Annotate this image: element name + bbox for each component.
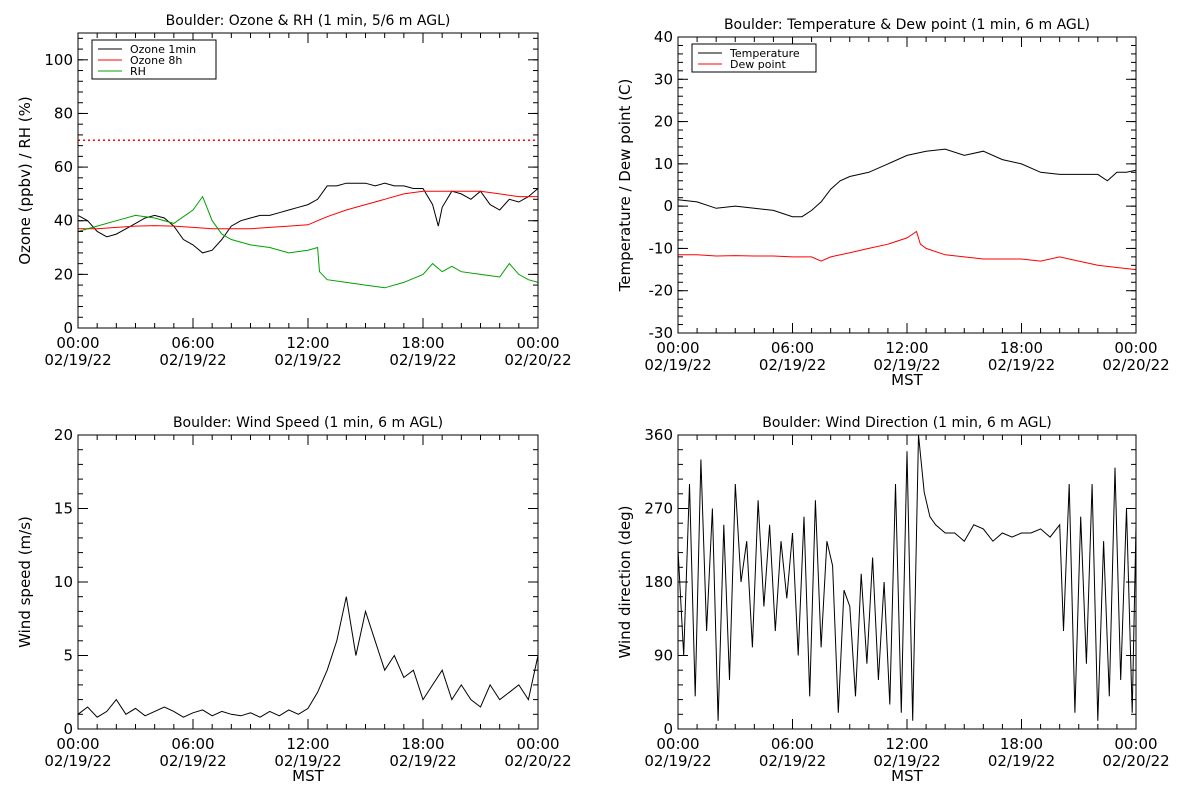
x-tick-time: 06:00: [171, 735, 214, 753]
x-axis-label: MST: [292, 767, 324, 785]
x-tick-date: 02/19/22: [988, 752, 1055, 770]
legend-label: RH: [130, 65, 146, 78]
y-tick-label: 360: [644, 426, 673, 444]
legend-label: Ozone 8h: [130, 54, 182, 67]
x-tick-date: 02/20/22: [504, 351, 571, 369]
series-line-data: [678, 435, 1136, 721]
legend-label: Temperature: [729, 47, 800, 60]
x-tick-time: 12:00: [286, 334, 329, 352]
y-tick-label: 10: [54, 573, 73, 591]
x-tick-time: 00:00: [516, 735, 559, 753]
y-tick-label: 40: [54, 212, 73, 230]
y-tick-label: -30: [649, 324, 674, 342]
x-tick-date: 02/19/22: [274, 351, 341, 369]
legend-label: Ozone 1min: [130, 43, 196, 56]
x-tick-time: 00:00: [1114, 735, 1157, 753]
chart-panel-4: Boulder: Wind Direction (1 min, 6 m AGL)…: [616, 415, 1170, 785]
y-tick-label: 80: [54, 104, 73, 122]
series-line-temperature: [678, 148, 1136, 218]
y-tick-label: 90: [654, 647, 673, 665]
x-tick-date: 02/19/22: [44, 752, 111, 770]
y-tick-label: 40: [654, 28, 673, 46]
x-tick-date: 02/20/22: [1102, 752, 1169, 770]
x-tick-date: 02/19/22: [44, 351, 111, 369]
x-tick-time: 12:00: [885, 735, 928, 753]
chart-panel-1: Boulder: Ozone & RH (1 min, 5/6 m AGL)02…: [16, 13, 572, 369]
y-tick-label: 60: [54, 158, 73, 176]
x-tick-time: 00:00: [56, 735, 99, 753]
y-tick-label: 0: [663, 197, 673, 215]
y-tick-label: 20: [654, 113, 673, 131]
x-tick-time: 18:00: [401, 334, 444, 352]
x-tick-time: 12:00: [286, 735, 329, 753]
x-tick-date: 02/19/22: [759, 752, 826, 770]
legend-label: Dew point: [730, 58, 786, 71]
y-tick-label: -20: [649, 282, 674, 300]
x-axis-label: MST: [891, 767, 923, 785]
y-tick-label: 5: [63, 647, 73, 665]
chart-title: Boulder: Wind Speed (1 min, 6 m AGL): [173, 415, 443, 431]
y-tick-label: -10: [649, 239, 674, 257]
x-tick-time: 12:00: [885, 339, 928, 357]
x-tick-time: 06:00: [171, 334, 214, 352]
x-tick-date: 02/19/22: [759, 356, 826, 374]
y-tick-label: 10: [654, 155, 673, 173]
chart-title: Boulder: Wind Direction (1 min, 6 m AGL): [762, 415, 1051, 431]
series-line-rh: [78, 195, 538, 289]
plot-frame: [677, 434, 1137, 730]
x-tick-time: 06:00: [771, 735, 814, 753]
chart-panel-3: Boulder: Wind Speed (1 min, 6 m AGL) 0 5 10…: [16, 415, 572, 785]
series-line-dew-point: [678, 230, 1136, 271]
y-tick-label: 180: [644, 573, 673, 591]
chart-title: Boulder: Temperature & Dew point (1 min,…: [724, 17, 1090, 33]
x-tick-date: 02/19/22: [873, 356, 940, 374]
y-tick-label: 0: [663, 720, 673, 738]
x-tick-date: 02/20/22: [1102, 356, 1169, 374]
x-tick-time: 06:00: [771, 339, 814, 357]
x-tick-date: 02/19/22: [159, 752, 226, 770]
x-tick-time: 18:00: [1000, 339, 1043, 357]
y-tick-label: 20: [54, 265, 73, 283]
chart-panel-2: Boulder: Temperature & Dew point (1 min,…: [616, 17, 1170, 389]
x-tick-date: 02/19/22: [389, 351, 456, 369]
x-tick-time: 00:00: [1114, 339, 1157, 357]
x-tick-date: 02/19/22: [644, 356, 711, 374]
legend-box: [691, 43, 817, 73]
y-tick-label: 0: [63, 720, 73, 738]
x-tick-date: 02/19/22: [389, 752, 456, 770]
x-tick-time: 00:00: [516, 334, 559, 352]
y-tick-label: 0: [63, 319, 73, 337]
y-tick-label: 20: [54, 426, 73, 444]
y-tick-label: 270: [644, 500, 673, 518]
x-tick-date: 02/19/22: [873, 752, 940, 770]
series-line-ozone-1min: [78, 182, 538, 254]
plot-frame: [77, 434, 539, 730]
y-tick-label: 30: [654, 70, 673, 88]
y-axis-label: Wind direction (deg): [616, 506, 634, 659]
series-line-ozone-8h: [78, 190, 538, 230]
x-tick-date: 02/19/22: [644, 752, 711, 770]
x-tick-time: 00:00: [656, 735, 699, 753]
x-tick-time: 18:00: [401, 735, 444, 753]
x-tick-date: 02/20/22: [504, 752, 571, 770]
x-tick-date: 02/19/22: [159, 351, 226, 369]
x-axis-label: MST: [891, 371, 923, 389]
x-tick-date: 02/19/22: [988, 356, 1055, 374]
y-tick-label: 100: [44, 51, 73, 69]
x-tick-date: 02/19/22: [274, 752, 341, 770]
y-axis-label: Ozone (ppbv) / RH (%): [16, 96, 34, 265]
y-axis-label: Wind speed (m/s): [16, 516, 34, 648]
y-tick-label: 15: [54, 500, 73, 518]
chart-title: Boulder: Ozone & RH (1 min, 5/6 m AGL): [166, 13, 451, 29]
plot-frame: [677, 36, 1137, 334]
x-tick-time: 00:00: [56, 334, 99, 352]
series-line-data: [78, 596, 538, 718]
x-tick-time: 18:00: [1000, 735, 1043, 753]
x-tick-time: 00:00: [656, 339, 699, 357]
y-axis-label: Temperature / Dew point (C): [616, 79, 634, 293]
